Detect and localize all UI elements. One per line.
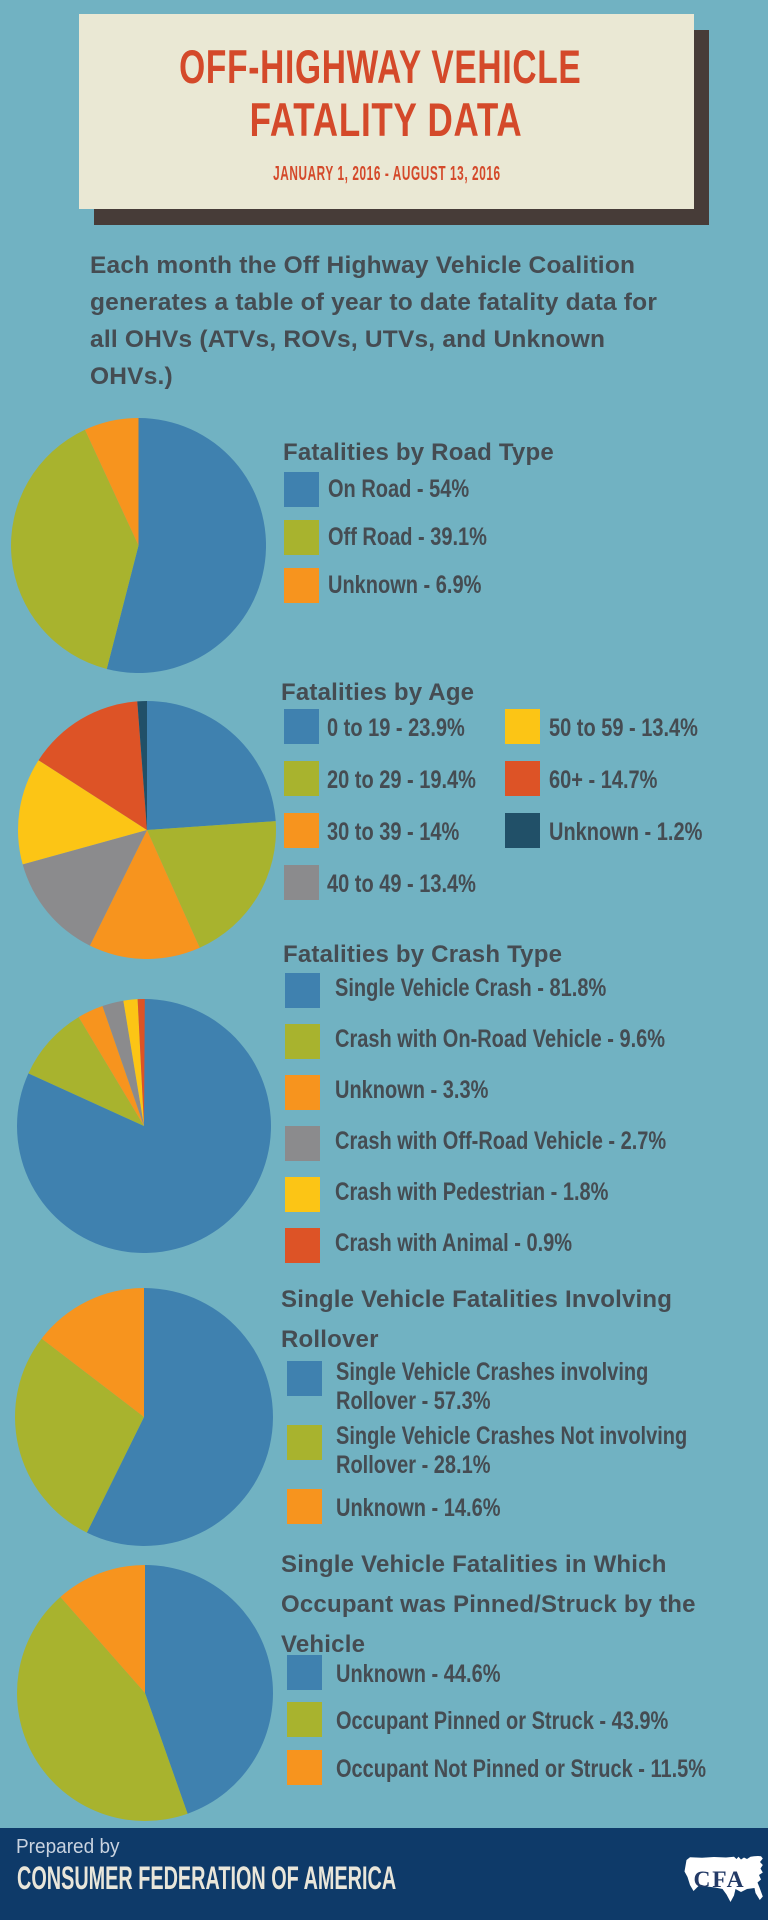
svg-text:CFA: CFA xyxy=(694,1867,746,1893)
